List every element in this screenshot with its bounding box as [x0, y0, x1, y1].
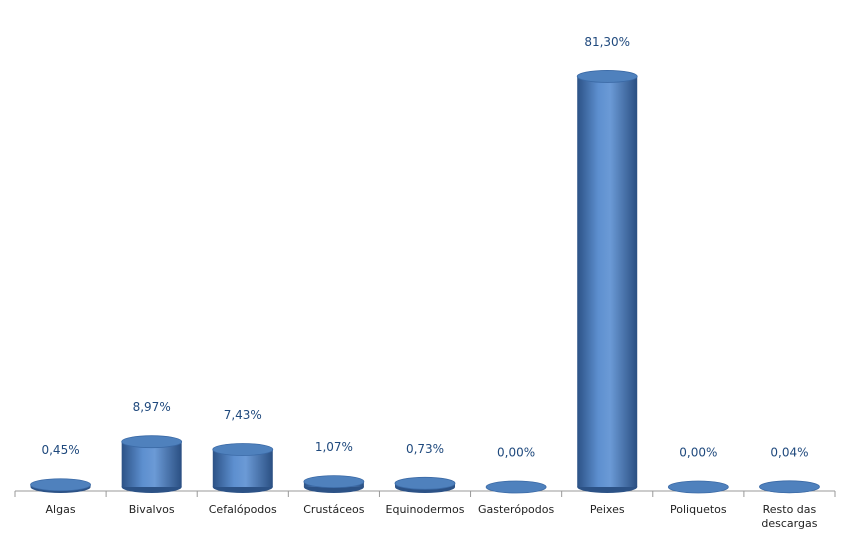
- x-tick-label: Resto das descargas: [761, 503, 818, 530]
- value-label: 0,45%: [41, 443, 79, 457]
- x-tick-label: Cefalópodos: [208, 503, 277, 516]
- x-tick-label: Poliquetos: [670, 503, 727, 516]
- bar: [577, 76, 638, 487]
- bar-top: [30, 478, 91, 492]
- value-label: 8,97%: [133, 400, 171, 414]
- bar-top: [121, 435, 183, 449]
- bar-top: [394, 476, 456, 490]
- bar-top: [485, 480, 547, 494]
- value-label: 0,00%: [497, 446, 535, 460]
- x-tick-label: Peixes: [589, 503, 625, 516]
- x-tick-label: Gasterópodos: [477, 503, 555, 516]
- value-label: 0,04%: [770, 445, 808, 459]
- bar-top: [759, 480, 820, 494]
- value-label: 7,43%: [224, 408, 262, 422]
- value-label: 0,73%: [406, 442, 444, 456]
- value-label: 81,30%: [584, 35, 630, 49]
- value-label: 0,00%: [679, 446, 717, 460]
- x-tick-label: Equinodermos: [385, 503, 465, 516]
- x-tick-label: Algas: [45, 503, 76, 516]
- bar-top: [303, 475, 365, 488]
- bar-top: [212, 443, 274, 456]
- bar-top: [576, 70, 638, 83]
- x-tick-label: Bivalvos: [128, 503, 175, 516]
- x-tick-label: Crustáceos: [303, 503, 365, 516]
- value-label: 1,07%: [315, 440, 353, 454]
- bar: [121, 441, 182, 487]
- bar-top: [667, 480, 729, 494]
